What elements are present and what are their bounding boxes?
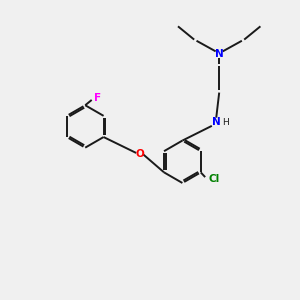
Text: H: H xyxy=(222,118,229,127)
Text: F: F xyxy=(94,93,101,103)
Text: Cl: Cl xyxy=(208,174,219,184)
Text: N: N xyxy=(215,49,224,59)
Text: O: O xyxy=(135,149,144,159)
Text: N: N xyxy=(212,117,220,127)
